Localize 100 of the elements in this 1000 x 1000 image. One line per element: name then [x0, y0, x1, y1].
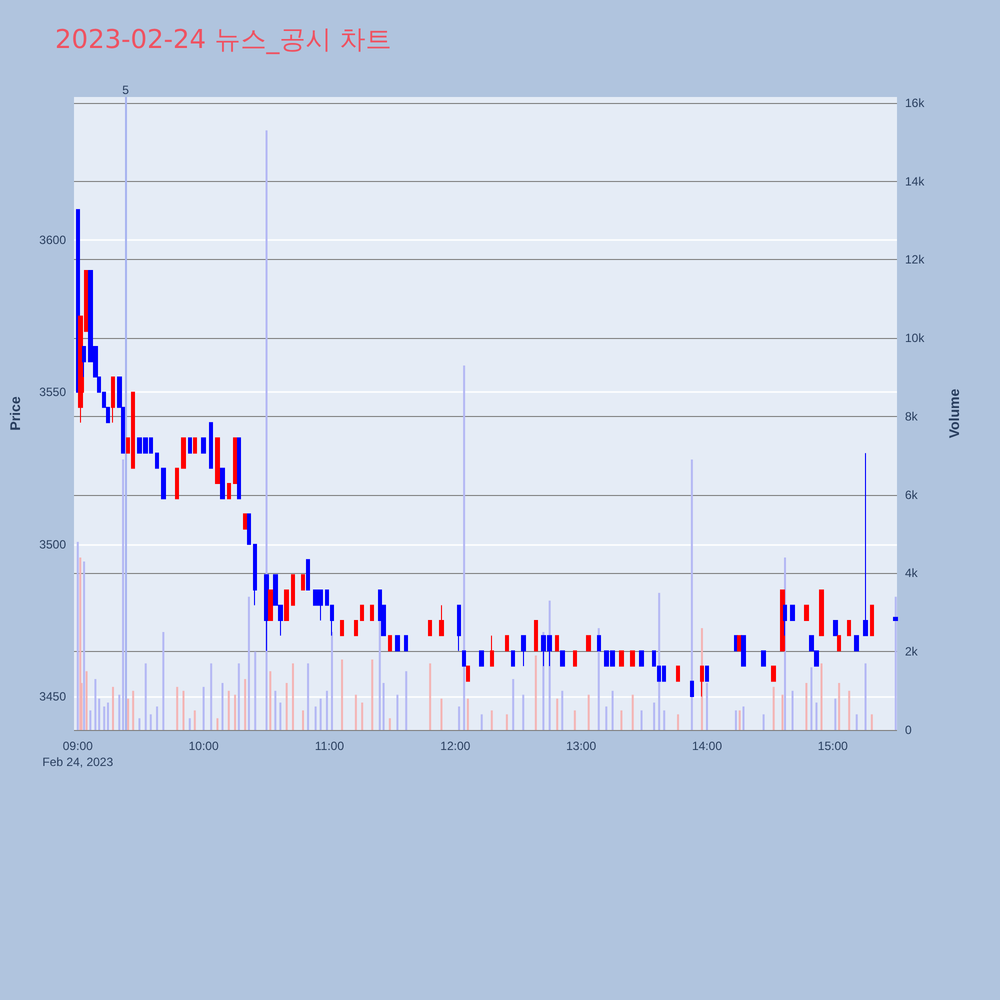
y2-axis-title: Volume [946, 388, 962, 438]
bar [762, 714, 765, 730]
bar [286, 682, 288, 730]
candlestick [521, 635, 526, 667]
bar [307, 663, 310, 730]
bar [202, 686, 205, 730]
bar [805, 682, 808, 730]
bar [76, 542, 79, 730]
candlestick [854, 635, 859, 652]
candlestick [560, 650, 565, 667]
bar [138, 718, 140, 730]
bar [162, 632, 164, 730]
candlestick [833, 620, 838, 636]
bar [620, 710, 622, 730]
y2-tick-label: 0 [905, 723, 912, 737]
bar [269, 671, 272, 730]
candlestick [870, 604, 874, 636]
y2-tick-label: 16k [905, 96, 926, 110]
bar [248, 596, 250, 730]
bar [894, 596, 897, 730]
bar [330, 632, 333, 730]
candlestick [215, 437, 220, 484]
x-tick-label: 09:00 Feb 24, 2023 [42, 739, 114, 769]
x-tick-label: 13:00 [566, 739, 596, 753]
y2-tick-label: 2k [905, 644, 919, 659]
candlestick [395, 635, 400, 652]
candlestick [268, 590, 273, 621]
candlestick [284, 590, 289, 621]
bar [326, 690, 328, 730]
bar [176, 686, 178, 730]
candlestick [761, 650, 766, 667]
candlestick [790, 604, 795, 621]
bar [440, 698, 442, 730]
candlestick [201, 437, 206, 454]
bar [574, 710, 576, 730]
bar [864, 663, 867, 730]
candlestick [690, 680, 694, 698]
candlestick [586, 635, 591, 652]
candlestick [804, 604, 809, 621]
y-tick-label: 3500 [39, 537, 66, 552]
bar [834, 698, 836, 730]
bar [706, 682, 708, 730]
candlestick [243, 513, 247, 530]
candlestick [457, 604, 461, 652]
bar [466, 698, 469, 730]
bar [388, 718, 391, 730]
bar [612, 690, 614, 730]
candlestick [490, 635, 494, 667]
y-axis-title: Price [7, 396, 23, 431]
candlestick [597, 635, 601, 652]
candlestick [82, 346, 86, 378]
bar [244, 679, 246, 730]
bar [772, 686, 775, 730]
bar [228, 690, 230, 730]
bar [112, 686, 114, 730]
bar [522, 694, 524, 730]
candlestick [155, 452, 159, 469]
y2-tick-label: 4k [905, 566, 919, 580]
candlestick [209, 422, 213, 469]
candlestick [354, 620, 358, 636]
candlestick [705, 666, 709, 682]
candlestick [247, 513, 251, 545]
bar [216, 718, 218, 730]
bar [605, 706, 608, 730]
bar [632, 694, 634, 730]
bar [371, 659, 374, 730]
y2-tick-label: 8k [905, 409, 919, 424]
bar [458, 706, 460, 730]
candlestick [741, 635, 746, 667]
bar [463, 365, 466, 730]
bar [588, 694, 590, 730]
bar [677, 714, 680, 730]
bar [506, 714, 508, 730]
candlestick [253, 544, 257, 606]
bar [781, 694, 784, 730]
bar [83, 561, 86, 730]
candlestick [404, 635, 408, 652]
annotation: 5 [122, 83, 130, 97]
candlestick [306, 559, 310, 591]
bar [815, 702, 818, 730]
bar [144, 663, 147, 730]
candlestick [428, 620, 432, 636]
candlestick [188, 437, 192, 454]
bar [429, 663, 432, 730]
candlestick [505, 635, 509, 652]
bar [561, 690, 564, 730]
bar [792, 690, 794, 730]
bar [320, 698, 322, 730]
bar [238, 663, 240, 730]
candlestick [863, 452, 868, 636]
x-tick-label: 10:00 [188, 739, 219, 753]
bar [354, 694, 357, 730]
candlestick [291, 574, 295, 606]
candlestick [771, 666, 776, 682]
candlestick [340, 620, 344, 636]
candlestick [388, 635, 392, 652]
candlestick [301, 574, 305, 591]
candlestick [847, 620, 851, 636]
candlestick [555, 635, 559, 652]
candlestick [573, 650, 577, 667]
